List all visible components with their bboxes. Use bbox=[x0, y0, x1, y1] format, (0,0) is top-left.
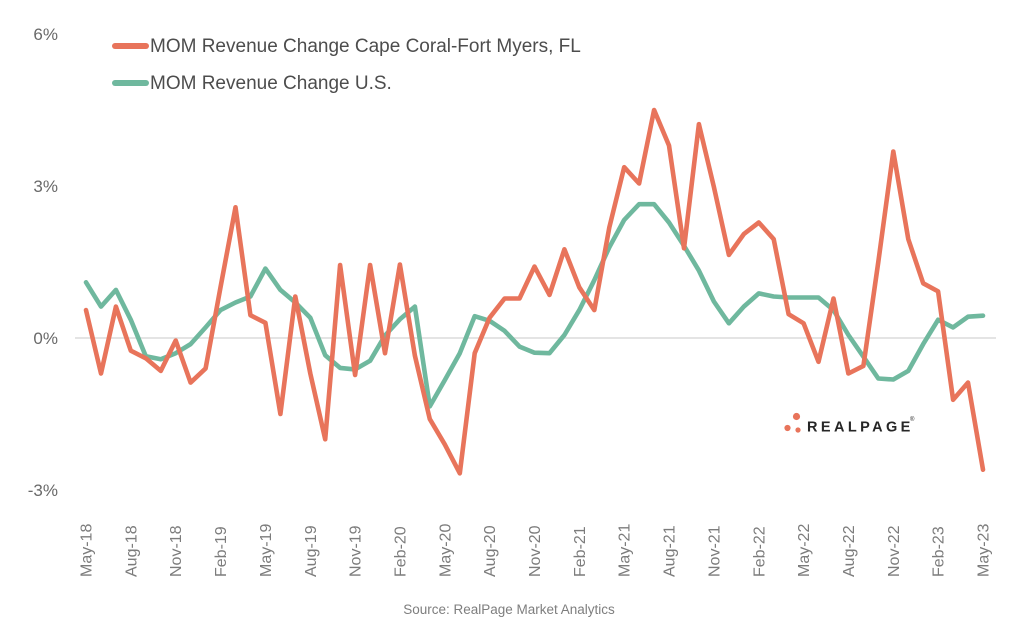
x-tick-label: Aug-20 bbox=[482, 525, 499, 577]
x-tick-label: May-22 bbox=[796, 524, 813, 577]
series-line-us bbox=[83, 201, 986, 409]
x-tick-label: Nov-20 bbox=[527, 525, 544, 577]
x-tick-label: May-23 bbox=[976, 524, 993, 577]
x-tick-label: Feb-20 bbox=[392, 526, 409, 577]
x-tick-label: Nov-19 bbox=[348, 525, 365, 577]
x-tick-label: May-20 bbox=[437, 524, 454, 577]
source-note: Source: RealPage Market Analytics bbox=[403, 602, 615, 617]
logo-dot-icon bbox=[784, 424, 791, 432]
x-tick-label: Aug-19 bbox=[303, 525, 320, 577]
x-tick-label: Nov-18 bbox=[168, 525, 185, 577]
x-tick-label: Aug-21 bbox=[662, 525, 679, 577]
logo-dot-icon bbox=[792, 412, 801, 421]
y-tick-label: -3% bbox=[28, 481, 58, 500]
legend-label-us: MOM Revenue Change U.S. bbox=[150, 73, 392, 94]
series-lines bbox=[83, 107, 986, 476]
x-axis: May-18 Aug-18 Nov-18 Feb-19 May-19 Aug-19 Nov-… bbox=[79, 524, 993, 577]
x-tick-label: May-21 bbox=[617, 524, 634, 577]
realpage-logo: REALPAGE ® bbox=[784, 412, 915, 436]
logo-dot-icon bbox=[795, 427, 801, 433]
x-tick-label: May-18 bbox=[79, 524, 96, 577]
x-tick-label: Feb-19 bbox=[213, 526, 230, 577]
x-tick-label: Feb-22 bbox=[751, 526, 768, 577]
logo-wordmark: REALPAGE bbox=[807, 420, 914, 436]
x-tick-label: Feb-21 bbox=[572, 526, 589, 577]
y-tick-label: 6% bbox=[33, 25, 58, 44]
legend-label-cape-coral: MOM Revenue Change Cape Coral-Fort Myers… bbox=[150, 36, 581, 57]
y-axis: 6% 3% 0% -3% bbox=[28, 25, 58, 500]
x-tick-label: May-19 bbox=[258, 524, 275, 577]
series-line-cape-coral bbox=[83, 107, 986, 476]
x-tick-label: Aug-18 bbox=[123, 525, 140, 577]
x-tick-label: Nov-21 bbox=[706, 525, 723, 577]
legend: MOM Revenue Change Cape Coral-Fort Myers… bbox=[112, 36, 581, 94]
y-tick-label: 3% bbox=[33, 177, 58, 196]
x-tick-label: Aug-22 bbox=[841, 525, 858, 577]
x-tick-label: Feb-23 bbox=[931, 526, 948, 577]
logo-registered-mark: ® bbox=[910, 416, 915, 423]
y-tick-label: 0% bbox=[33, 329, 58, 348]
x-tick-label: Nov-22 bbox=[886, 525, 903, 577]
